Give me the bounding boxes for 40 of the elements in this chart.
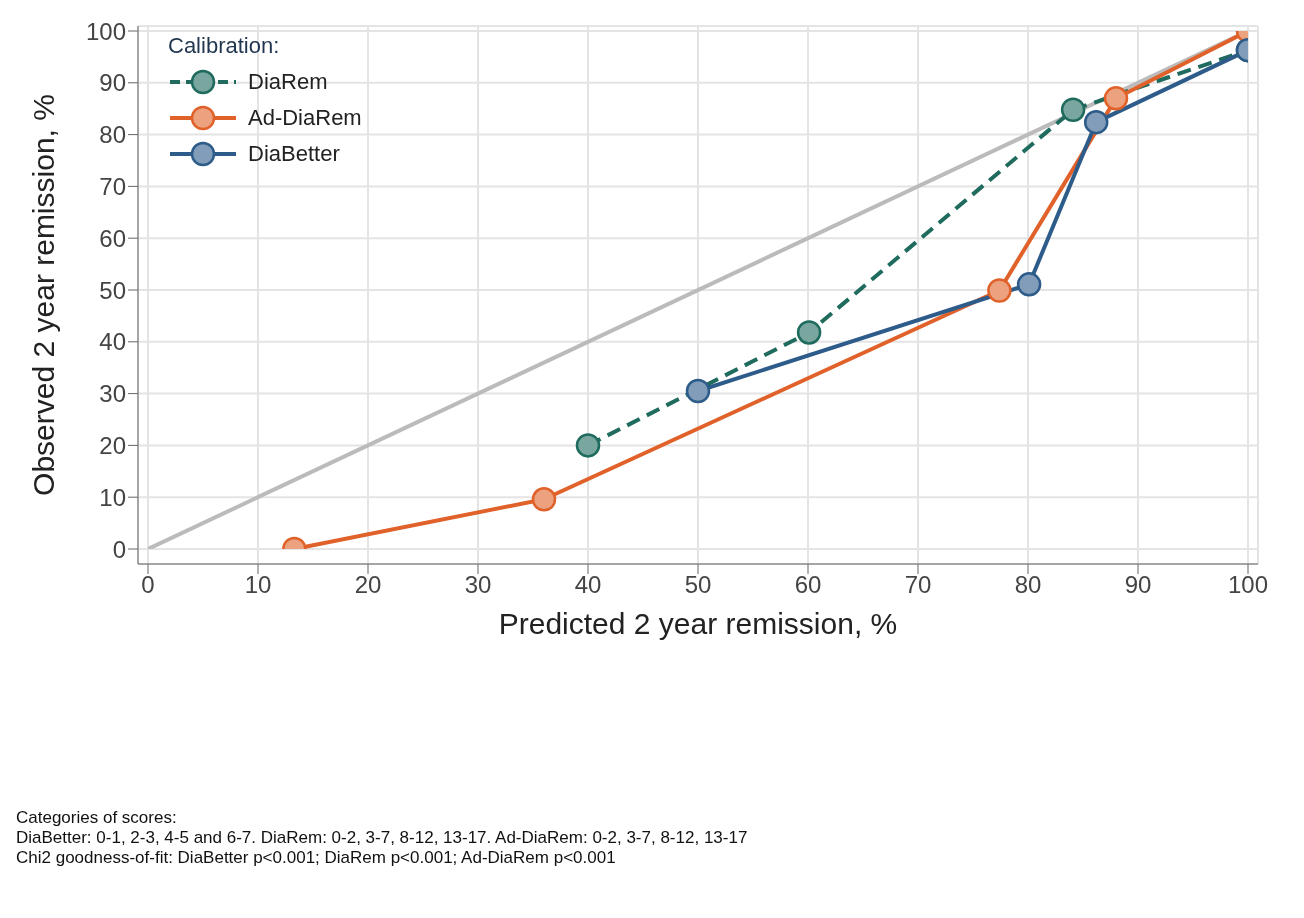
point: [796, 320, 822, 345]
y-axis-title: Observed 2 year remission, %: [26, 94, 60, 496]
y-tick-label: 10: [99, 483, 126, 511]
x-tick-label: 50: [684, 571, 712, 599]
y-tick-label: 30: [99, 380, 126, 408]
x-tick-label: 30: [464, 571, 492, 599]
point: [575, 433, 601, 458]
x-tick-label: 80: [1014, 571, 1042, 599]
point: [685, 378, 711, 404]
x-tick-label: 90: [1124, 571, 1152, 599]
y-tick-label: 60: [99, 224, 126, 252]
legend-label: DiaBetter: [248, 140, 340, 168]
x-tick-label: 0: [141, 571, 155, 599]
x-tick-label: 40: [574, 571, 602, 599]
point: [1060, 97, 1086, 122]
point: [1016, 272, 1042, 297]
x-tick-label: 20: [354, 571, 382, 599]
y-tick-label: 100: [85, 17, 126, 45]
x-tick-label: 60: [794, 571, 822, 599]
x-tick-label: 70: [904, 571, 932, 599]
legend-label: DiaRem: [248, 68, 328, 96]
point: [531, 487, 557, 512]
text: DiaBetter: 0-1, 2-3, 4-5 and 6-7. DiaRem: 0-2, 3-7, 8-12, 13-17. Ad-DiaRem: 0-2, 3-7, 8-12, 13-17: [16, 828, 749, 848]
y-tick-label: 50: [99, 276, 126, 304]
y-tick-label: 40: [99, 328, 126, 356]
text: Categories of scores:: [16, 808, 178, 828]
point: [1083, 109, 1109, 135]
x-tick-label: 100: [1227, 571, 1269, 599]
legend-label: Ad-DiaRem: [248, 104, 362, 132]
legend-title: Calibration:: [168, 32, 281, 60]
point: [987, 278, 1012, 303]
x-axis-title: Predicted 2 year remission, %: [498, 607, 898, 640]
y-tick-label: 0: [112, 535, 126, 563]
y-tick-label: 90: [99, 69, 126, 97]
x-tick-label: 10: [244, 571, 272, 599]
text: Chi2 goodness-of-fit: DiaBetter p<0.001; DiaRem p<0.001; Ad-DiaRem p<0.001: [16, 848, 617, 868]
y-tick-label: 20: [99, 431, 126, 459]
y-tick-label: 80: [99, 121, 126, 149]
y-tick-label: 70: [99, 172, 126, 200]
point: [1103, 86, 1129, 111]
